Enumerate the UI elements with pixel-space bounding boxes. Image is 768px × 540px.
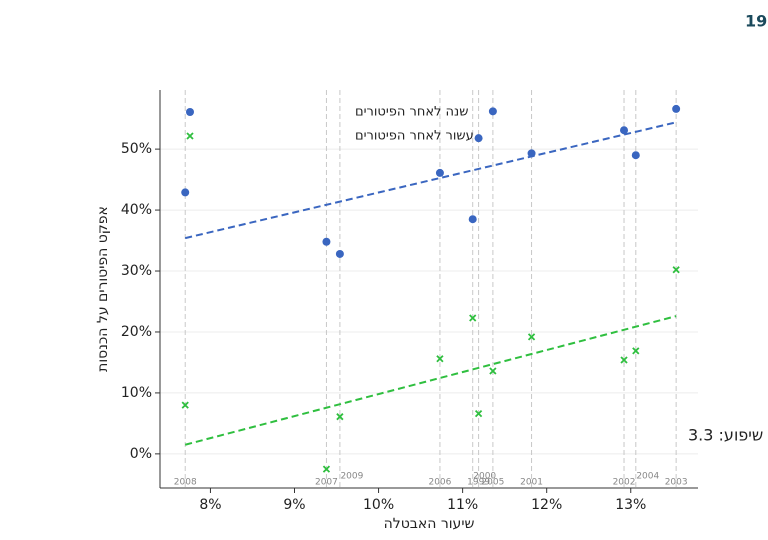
point [488,107,497,116]
point [474,410,483,418]
y-tick-label: 30% [121,263,152,279]
point [435,168,444,177]
point [436,355,444,363]
legend-label: עשור לאחר הפיטורים [355,129,474,144]
point [181,188,190,197]
y-tick-label: 50% [121,141,152,157]
x-tick-label: 13% [615,497,646,513]
y-axis-label: אפקט הפיטורים על הכנסות [95,206,111,372]
year-label: 2009 [340,472,363,482]
legend-marker [186,108,194,116]
point [620,356,628,364]
point [620,126,629,135]
year-label: 2004 [636,472,659,482]
point [489,367,497,375]
chart-title: תרשים 1: השפעות הפיטורים על הכנסות מעבוד… [745,12,768,31]
year-label: 2008 [174,478,197,488]
year-label: 2001 [520,478,543,488]
point [632,347,640,355]
x-tick-label: 10% [363,497,394,513]
point [672,104,681,113]
point [527,149,536,158]
point [468,215,477,224]
year-label: 1999 [467,478,490,488]
year-label: 2007 [315,478,338,488]
point [336,413,344,421]
legend-marker [186,132,194,140]
x-tick-label: 8% [199,497,221,513]
legend-label: שנה לאחר הפיטורים [355,105,468,120]
year-label: 2002 [613,478,636,488]
year-label: 2006 [428,478,451,488]
year-label: 2000 [473,472,496,482]
x-tick-label: 9% [283,497,305,513]
year-label: 2003 [665,478,688,488]
y-tick-label: 0% [130,446,152,462]
point [469,314,477,322]
point [322,465,331,473]
point [335,249,344,258]
slope-annotation: שיפוע: 3.3 [688,426,763,445]
point [181,401,189,409]
trend-line [184,121,677,240]
point [527,333,536,341]
y-tick-label: 40% [121,202,152,218]
point [322,237,331,246]
point [672,266,680,274]
y-tick-label: 20% [121,324,152,340]
y-tick-label: 10% [121,385,152,401]
point [474,134,483,143]
x-axis-label: שיעור האבטלה [384,516,475,532]
year-label: 2005 [481,478,504,488]
x-tick-label: 12% [531,497,562,513]
point [631,151,640,160]
trend-line [184,315,677,446]
x-tick-label: 11% [447,497,478,513]
